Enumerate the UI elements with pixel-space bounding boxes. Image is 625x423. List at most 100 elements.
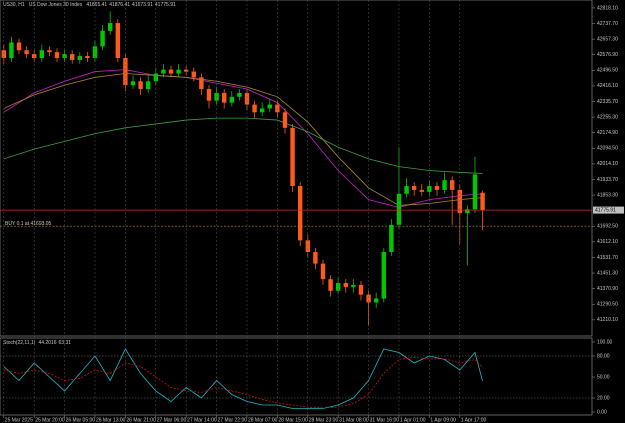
y-tick-label: 42094.50 <box>597 146 618 152</box>
candle-body <box>54 52 60 58</box>
candle-body <box>404 186 409 194</box>
candle-body <box>39 50 44 58</box>
chart-header: US30, H1 US Dow Jones 30 Index 41865.41 418… <box>3 2 176 8</box>
candle-body <box>419 189 424 192</box>
x-tick-label: 28 Mar 07:00 <box>248 417 278 423</box>
candle-body <box>389 224 394 252</box>
x-tick-label: 31 Mar 16:00 <box>370 417 400 423</box>
x-tick-label: 26 Mar 13:00 <box>96 417 126 423</box>
candle-body <box>115 23 120 58</box>
candle-body <box>442 180 447 190</box>
candle-body <box>313 251 318 264</box>
y-tick-label: 0.00 <box>597 409 607 415</box>
candle-body <box>449 180 455 190</box>
y-tick-label: 42496.50 <box>597 68 618 74</box>
x-tick-label: 27 Mar 22:00 <box>218 417 248 423</box>
y-tick-label: 41933.70 <box>597 177 618 183</box>
candle-body <box>107 23 113 31</box>
candle-body <box>267 104 272 109</box>
moving-average <box>3 117 483 174</box>
y-tick-label: 42174.90 <box>597 130 618 136</box>
candle-body <box>411 186 417 190</box>
x-tick-label: 1 Apr 01:00 <box>400 417 426 423</box>
candle-body <box>358 284 364 295</box>
x-tick-label: 27 Mar 06:00 <box>157 417 187 423</box>
y-tick-label: 41210.10 <box>597 317 618 323</box>
y-tick-label: 41612.10 <box>597 239 618 245</box>
candle-body <box>335 283 341 291</box>
x-tick-label: 26 Mar 21:00 <box>126 417 156 423</box>
candle-body <box>16 42 22 51</box>
y-tick-label: 41531.70 <box>597 255 618 261</box>
candle-body <box>9 42 14 58</box>
candle-body <box>237 92 242 97</box>
x-tick-label: 31 Mar 08:00 <box>339 417 369 423</box>
candle-body <box>252 104 257 113</box>
candle-body <box>343 283 348 287</box>
candle-body <box>434 186 440 190</box>
x-tick-label: 25 Mar 2025 <box>5 417 33 423</box>
y-tick-label: 42576.90 <box>597 52 618 58</box>
instrument: US Dow Jones 30 Index <box>29 2 83 8</box>
y-tick-label: 50.00 <box>597 374 610 380</box>
candle-body <box>123 57 128 86</box>
y-tick-label: 42737.70 <box>597 21 618 27</box>
x-tick-label: 1 Apr 17:00 <box>461 417 487 423</box>
indicator-pane <box>0 337 593 416</box>
candle-body <box>328 279 333 291</box>
symbol: US30, H1 <box>3 2 25 8</box>
main-pane <box>0 0 593 337</box>
candle-body <box>282 112 288 128</box>
stochastic-line <box>3 356 483 409</box>
candle-body <box>373 298 379 303</box>
bid-label-box <box>593 206 624 214</box>
candle-body <box>130 81 136 86</box>
indicator-signal: 63.31 <box>59 340 72 346</box>
candle-body <box>351 284 356 287</box>
candle-body <box>259 108 265 113</box>
candle-body <box>221 92 227 103</box>
bid-label: 41775.91 <box>595 207 616 213</box>
y-tick-label: 41290.50 <box>597 302 618 308</box>
ohlc-open: 41865.41 <box>86 2 107 8</box>
candle-body <box>480 192 485 211</box>
x-tick-label: 27 Mar 14:00 <box>187 417 217 423</box>
candle-body <box>176 69 181 74</box>
candle-body <box>47 50 52 53</box>
candle-body <box>85 56 90 58</box>
indicator-main: 44.2016 <box>38 340 56 346</box>
moving-average <box>3 73 483 206</box>
candle-body <box>229 96 234 103</box>
ohlc-high: 41876.41 <box>109 2 130 8</box>
ohlc-low: 41673.91 <box>132 2 153 8</box>
candle-body <box>161 69 166 74</box>
candle-body <box>305 240 310 252</box>
y-tick-label: 100.00 <box>597 339 613 345</box>
x-tick-label: 25 Mar 20:00 <box>35 417 65 423</box>
indicator-header: Stoch(22,11,1) 44.2016 63.31 <box>3 340 71 346</box>
candle-body <box>290 127 295 187</box>
candle-body <box>168 69 174 74</box>
candle-body <box>69 54 75 60</box>
candle-body <box>199 77 204 90</box>
candle-body <box>472 174 478 210</box>
x-tick-label: 28 Mar 15:00 <box>278 417 308 423</box>
y-tick-label: 42416.10 <box>597 83 618 89</box>
candle-body <box>183 69 189 72</box>
candle-body <box>366 294 371 303</box>
candle-body <box>1 50 6 58</box>
indicator-title: Stoch(22,11,1) <box>3 340 36 346</box>
candle-body <box>145 81 151 90</box>
candle-body <box>206 89 212 101</box>
y-tick-label: 41370.90 <box>597 286 618 292</box>
candle-body <box>381 251 386 299</box>
candle-body <box>465 209 470 214</box>
candle-body <box>320 263 326 280</box>
y-tick-label: 41692.50 <box>597 224 618 230</box>
x-tick-label: 1 Apr 09:00 <box>430 417 456 423</box>
y-tick-label: 20.00 <box>597 395 610 401</box>
y-tick-label: 42335.70 <box>597 99 618 105</box>
candle-body <box>100 30 105 47</box>
candle-body <box>297 186 303 241</box>
